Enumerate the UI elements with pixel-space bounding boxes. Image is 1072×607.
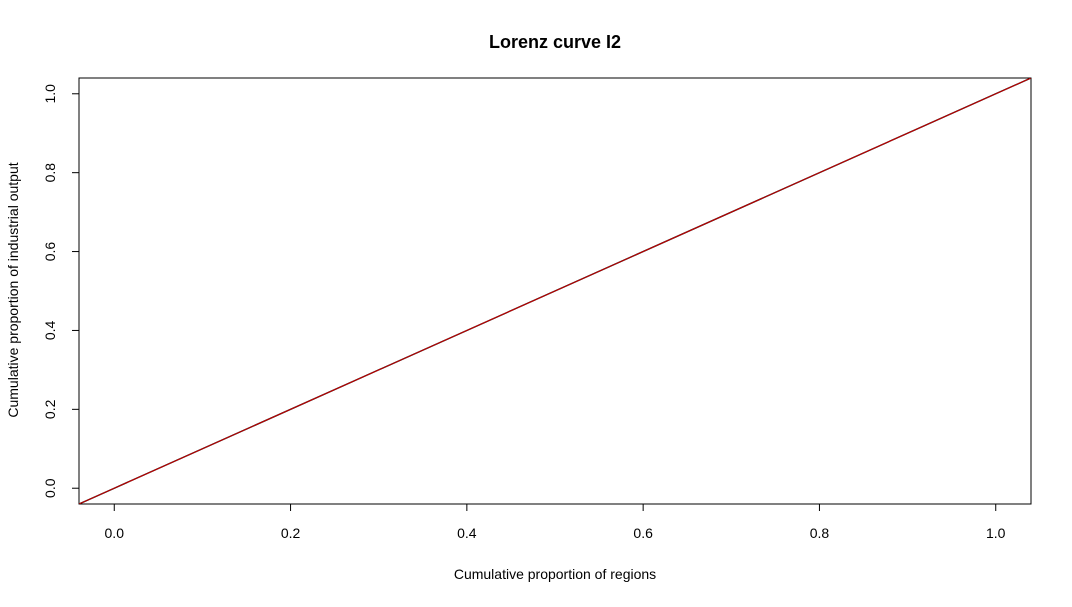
y-axis-label: Cumulative proportion of industrial outp…	[5, 162, 21, 417]
equality-line	[79, 78, 1031, 504]
y-tick-label: 0.8	[42, 163, 58, 183]
y-axis-ticks: 0.0 0.2 0.4 0.6 0.8 1.0	[42, 84, 80, 498]
y-tick-label: 0.2	[42, 399, 58, 419]
y-tick-label: 1.0	[42, 84, 58, 104]
chart-title: Lorenz curve I2	[489, 32, 621, 52]
x-tick-label: 1.0	[986, 525, 1006, 541]
series-layer	[79, 78, 1031, 504]
x-tick-label: 0.2	[281, 525, 301, 541]
y-tick-label: 0.6	[42, 242, 58, 262]
x-tick-label: 0.6	[633, 525, 653, 541]
x-tick-label: 0.0	[105, 525, 125, 541]
y-tick-label: 0.4	[42, 321, 58, 341]
y-tick-label: 0.0	[42, 478, 58, 498]
x-axis-label: Cumulative proportion of regions	[454, 566, 656, 582]
x-tick-label: 0.8	[810, 525, 830, 541]
x-axis-ticks: 0.0 0.2 0.4 0.6 0.8 1.0	[105, 503, 1006, 541]
x-tick-label: 0.4	[457, 525, 477, 541]
